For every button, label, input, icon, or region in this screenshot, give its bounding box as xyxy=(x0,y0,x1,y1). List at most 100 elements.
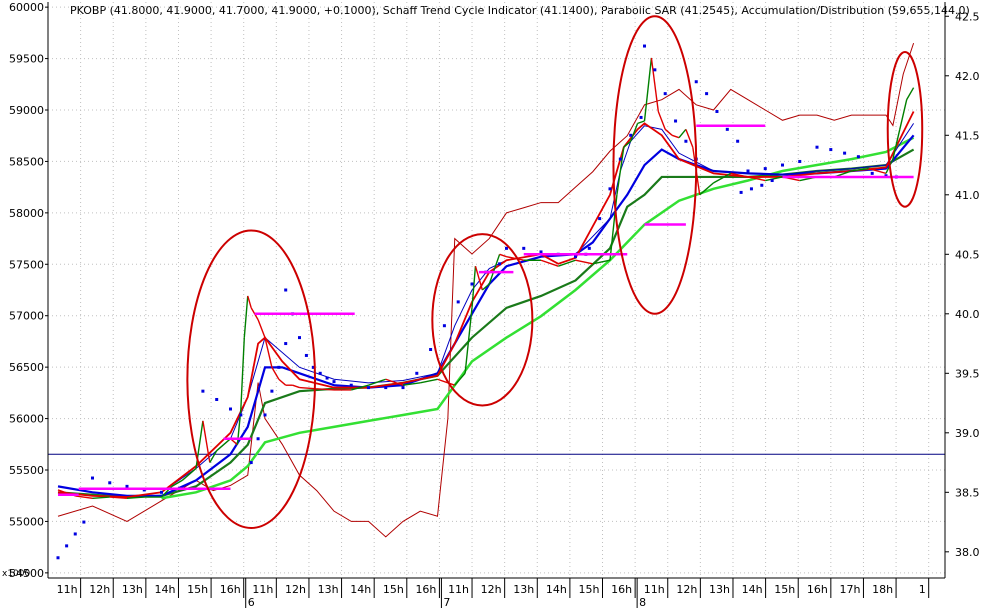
plot-area[interactable] xyxy=(48,15,945,560)
price-bar[interactable] xyxy=(765,176,783,182)
sar-dot[interactable] xyxy=(239,413,243,417)
price-bar[interactable] xyxy=(464,307,473,374)
price-bar[interactable] xyxy=(243,295,249,338)
price-bar[interactable] xyxy=(250,307,256,315)
sar-dot[interactable] xyxy=(270,389,274,393)
sar-dot[interactable] xyxy=(498,262,502,266)
sar-dot[interactable] xyxy=(82,520,86,524)
price-bar[interactable] xyxy=(623,140,632,148)
sar-dot[interactable] xyxy=(284,288,288,292)
price-bar[interactable] xyxy=(540,259,559,267)
sar-dot[interactable] xyxy=(522,246,526,250)
price-bar[interactable] xyxy=(247,295,252,309)
ma-light-green-line[interactable] xyxy=(161,136,915,500)
price-bar[interactable] xyxy=(630,123,639,142)
price-bar[interactable] xyxy=(437,378,455,386)
sar-dot[interactable] xyxy=(798,159,802,163)
price-bar[interactable] xyxy=(264,337,273,368)
price-bar[interactable] xyxy=(481,283,490,291)
price-bar[interactable] xyxy=(454,372,466,386)
price-bar[interactable] xyxy=(126,496,145,499)
sar-dot[interactable] xyxy=(201,389,205,393)
price-bar[interactable] xyxy=(420,378,438,384)
sar-dot[interactable] xyxy=(429,348,433,352)
sar-dot[interactable] xyxy=(663,92,667,96)
sar-dot[interactable] xyxy=(539,250,543,254)
price-bar[interactable] xyxy=(851,167,869,172)
price-bar[interactable] xyxy=(368,378,386,386)
sar-dot[interactable] xyxy=(629,133,633,137)
price-bar[interactable] xyxy=(109,496,128,499)
price-bar[interactable] xyxy=(351,384,369,391)
price-bar[interactable] xyxy=(899,99,908,130)
sar-dot[interactable] xyxy=(639,115,643,119)
sar-dot[interactable] xyxy=(108,481,112,485)
sar-dot[interactable] xyxy=(763,167,767,171)
sar-dot[interactable] xyxy=(725,127,729,131)
price-bar[interactable] xyxy=(316,388,335,391)
price-bar[interactable] xyxy=(868,167,887,175)
sar-dot[interactable] xyxy=(160,490,163,494)
sar-dot[interactable] xyxy=(760,183,764,187)
price-bar[interactable] xyxy=(75,495,93,499)
sar-dot[interactable] xyxy=(229,407,232,411)
sar-dot[interactable] xyxy=(470,282,474,286)
price-bar[interactable] xyxy=(171,479,183,487)
price-bar[interactable] xyxy=(488,254,501,285)
sar-dot[interactable] xyxy=(736,139,740,143)
sar-dot[interactable] xyxy=(843,151,847,155)
sar-dot[interactable] xyxy=(65,544,69,548)
sar-dot[interactable] xyxy=(715,109,719,113)
sar-dot[interactable] xyxy=(749,187,753,191)
sar-dot[interactable] xyxy=(684,139,688,143)
sar-dot[interactable] xyxy=(284,342,288,346)
sar-dot[interactable] xyxy=(618,157,622,161)
sar-dot[interactable] xyxy=(829,148,833,152)
price-bar[interactable] xyxy=(385,378,404,386)
sar-dot[interactable] xyxy=(277,365,281,369)
sar-dot[interactable] xyxy=(694,80,698,84)
price-bar[interactable] xyxy=(650,57,659,112)
price-bar[interactable] xyxy=(657,111,666,130)
sar-dot[interactable] xyxy=(73,532,77,536)
sar-dot[interactable] xyxy=(304,353,308,357)
price-bar[interactable] xyxy=(637,120,645,125)
price-bar[interactable] xyxy=(471,266,477,308)
price-bar[interactable] xyxy=(278,378,287,386)
price-bar[interactable] xyxy=(643,57,653,122)
price-bar[interactable] xyxy=(216,444,225,452)
sar-dot[interactable] xyxy=(263,413,267,417)
sar-dot[interactable] xyxy=(870,171,874,175)
sar-dot[interactable] xyxy=(746,169,750,173)
price-bar[interactable] xyxy=(575,259,593,265)
sar-dot[interactable] xyxy=(325,376,329,380)
sar-dot[interactable] xyxy=(318,371,322,375)
sar-dot[interactable] xyxy=(505,246,508,250)
price-bar[interactable] xyxy=(299,386,317,390)
sar-dot[interactable] xyxy=(705,92,709,96)
price-bar[interactable] xyxy=(181,467,197,481)
price-bar[interactable] xyxy=(699,182,714,196)
sar-dot[interactable] xyxy=(856,155,860,159)
sar-dot[interactable] xyxy=(311,365,315,369)
sar-dot[interactable] xyxy=(367,386,370,390)
price-bar[interactable] xyxy=(730,172,749,178)
sar-dot[interactable] xyxy=(349,383,353,387)
price-bar[interactable] xyxy=(271,367,280,380)
price-bar[interactable] xyxy=(292,384,300,389)
price-bar[interactable] xyxy=(616,147,625,195)
sar-dot[interactable] xyxy=(442,324,446,328)
price-bar[interactable] xyxy=(892,129,901,160)
sar-dot[interactable] xyxy=(215,397,219,401)
sar-dot[interactable] xyxy=(401,386,405,390)
price-bar[interactable] xyxy=(678,128,687,139)
sar-dot[interactable] xyxy=(456,300,460,304)
sar-dot[interactable] xyxy=(598,217,602,221)
price-bar[interactable] xyxy=(92,496,110,499)
price-bar[interactable] xyxy=(685,129,694,148)
price-bar[interactable] xyxy=(474,266,484,291)
price-bar[interactable] xyxy=(402,382,421,386)
sar-dot[interactable] xyxy=(770,179,774,183)
price-bar[interactable] xyxy=(202,420,211,463)
sar-dot[interactable] xyxy=(739,190,743,194)
